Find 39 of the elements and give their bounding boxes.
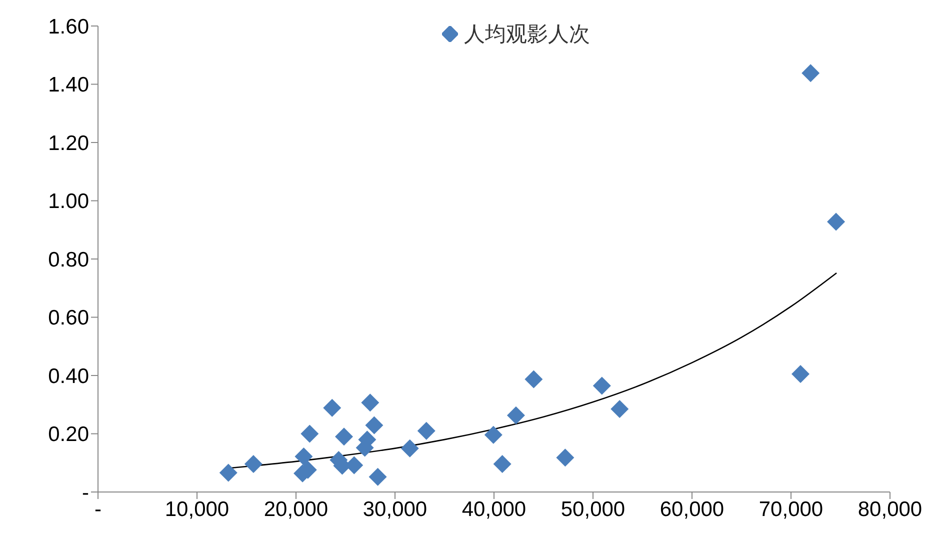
x-tick-label: 60,000	[660, 498, 724, 521]
x-tick-label: 20,000	[264, 498, 328, 521]
point	[827, 212, 846, 231]
y-tick-label: 0.60	[48, 306, 89, 330]
point	[802, 64, 820, 82]
point	[610, 400, 629, 418]
x-tick-label: 10,000	[164, 498, 230, 521]
legend-label: 人均观影人次	[464, 21, 590, 48]
y-tick-label: 0.20	[48, 423, 89, 446]
point	[300, 424, 319, 443]
y-tick-label: 1.40	[48, 74, 89, 97]
point	[323, 398, 342, 417]
point	[361, 394, 380, 412]
y-tick-label: 1.20	[48, 132, 89, 155]
y-tick-label: 0.80	[48, 248, 89, 272]
point	[219, 464, 238, 482]
point	[484, 426, 502, 444]
x-tick-label: 80,000	[858, 498, 922, 521]
point	[335, 428, 354, 446]
point	[294, 447, 313, 466]
point	[417, 422, 436, 440]
y-tick-label: 0.40	[48, 364, 89, 388]
y-tick-label: -	[82, 481, 89, 504]
point	[400, 439, 419, 458]
x-tick-label: 40,000	[462, 498, 526, 521]
point	[592, 376, 611, 395]
x-tick-label: 50,000	[560, 498, 626, 521]
point	[792, 365, 810, 384]
x-tick-label: 70,000	[758, 498, 824, 521]
point	[524, 370, 543, 388]
point	[493, 455, 512, 474]
y-tick-label: 1.00	[48, 190, 89, 214]
x-tick-label: 30,000	[362, 498, 428, 521]
point	[365, 416, 384, 434]
y-tick-label: 1.60	[48, 15, 89, 38]
point	[368, 468, 387, 486]
point	[556, 448, 574, 467]
point	[244, 455, 262, 474]
point	[506, 406, 525, 424]
